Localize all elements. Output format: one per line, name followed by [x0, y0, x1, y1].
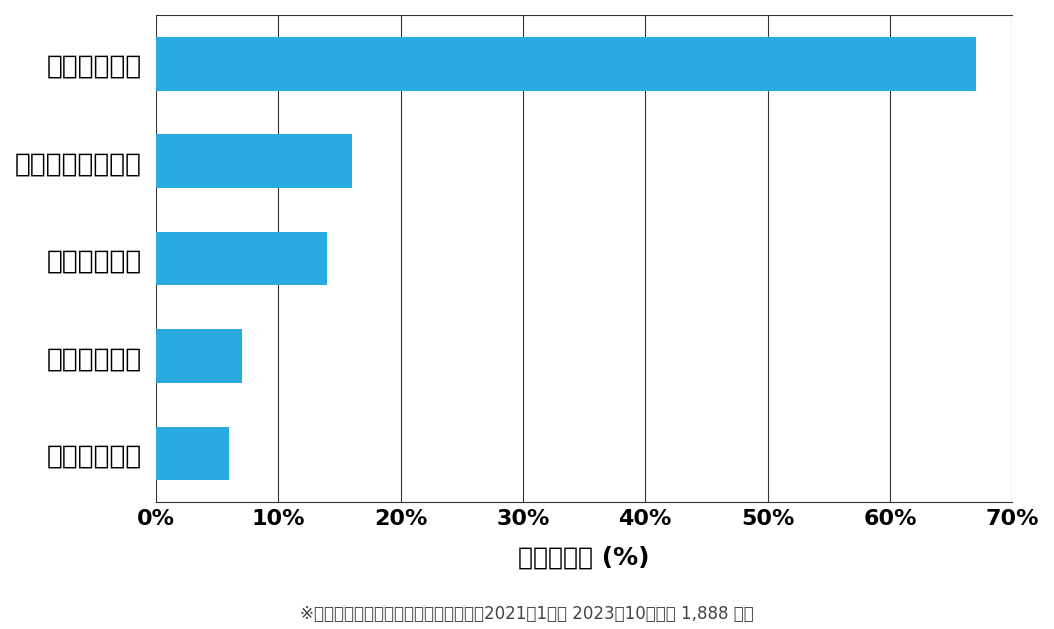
Bar	[156, 330, 241, 383]
Bar	[156, 135, 352, 188]
X-axis label: 件数の割合 (%): 件数の割合 (%)	[519, 546, 650, 570]
Bar	[156, 37, 976, 91]
Bar	[156, 232, 327, 286]
Text: ※弊社受付の案件を対象に集計（期間：2021年1月～ 2023年10月、計 1,888 件）: ※弊社受付の案件を対象に集計（期間：2021年1月～ 2023年10月、計 1,…	[300, 604, 754, 623]
Bar	[156, 427, 230, 481]
